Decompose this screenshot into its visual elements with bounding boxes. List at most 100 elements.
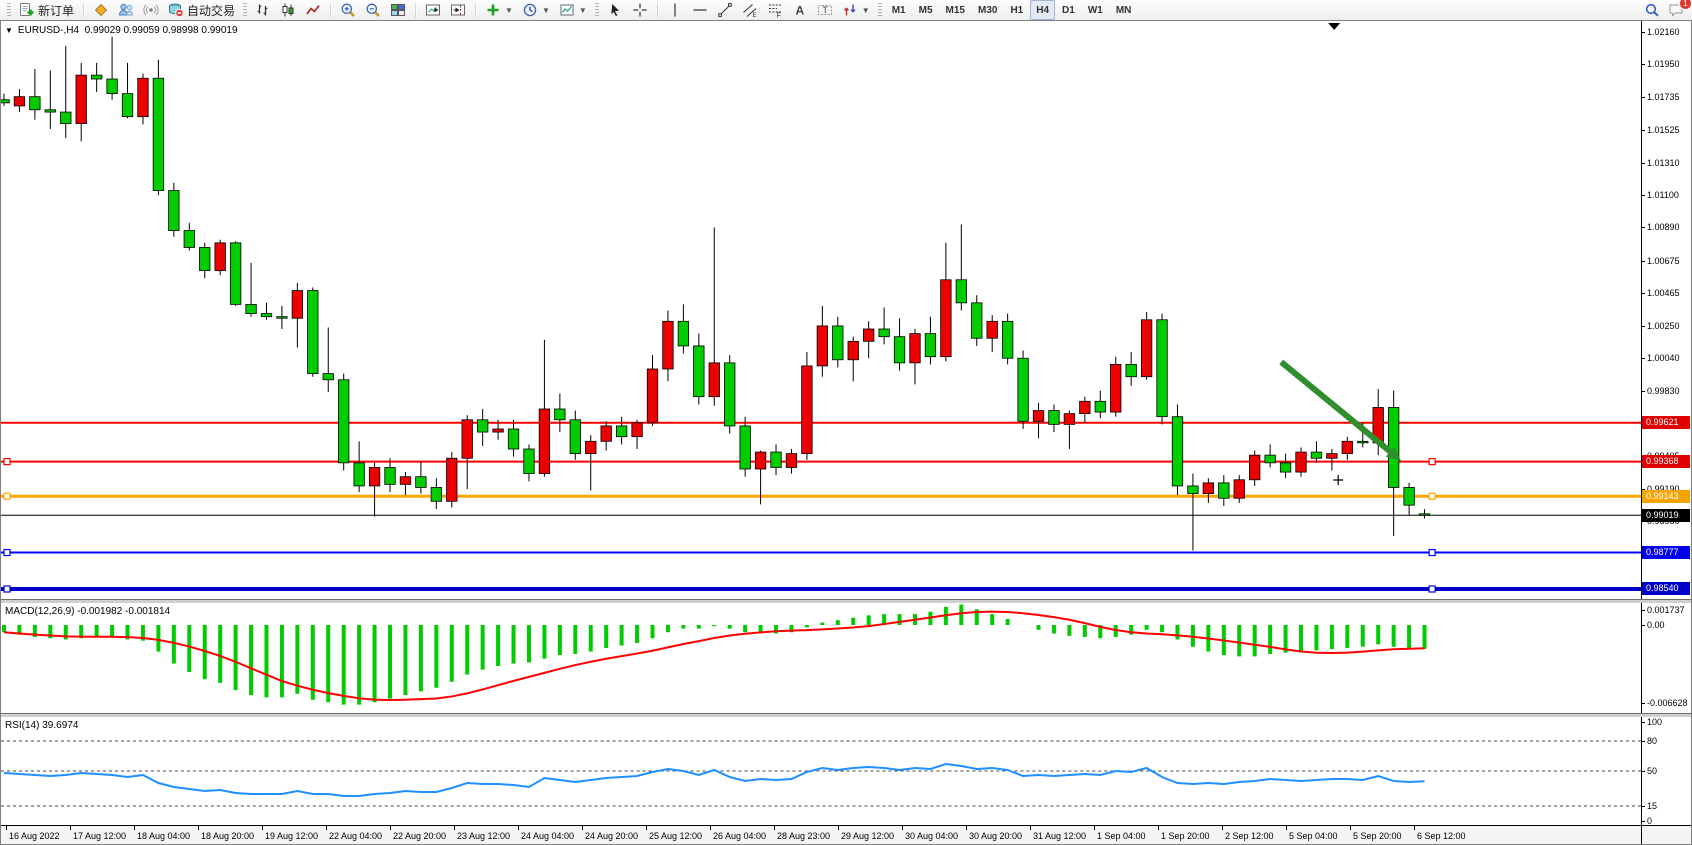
macd-canvas[interactable]: MACD(12,26,9) -0.001982 -0.001814 — [1, 603, 1641, 713]
trendline-button[interactable] — [713, 0, 737, 20]
shapes-icon — [842, 2, 858, 18]
timeframe-h4-button[interactable]: H4 — [1030, 0, 1056, 20]
line-handle[interactable] — [1428, 458, 1436, 466]
hline-icon — [692, 2, 708, 18]
toolbar-drag-handle[interactable] — [243, 3, 248, 17]
price-line-chip: 0.98777 — [1642, 546, 1690, 559]
time-tick — [1030, 826, 1031, 830]
profiles-icon — [118, 2, 134, 18]
candle-chart-button[interactable] — [276, 0, 300, 20]
broadcast-icon — [143, 2, 159, 18]
autotrade-button[interactable]: 自动交易 — [164, 0, 239, 20]
text-button[interactable] — [788, 0, 812, 20]
pane-splitter[interactable] — [1, 599, 1691, 603]
timeframe-m15-button[interactable]: M15 — [940, 0, 971, 20]
candle-body — [615, 425, 628, 438]
button-label: H1 — [1010, 4, 1024, 16]
chevron-down-icon[interactable]: ▼ — [541, 5, 550, 15]
vline-button[interactable] — [663, 0, 687, 20]
candle-body — [121, 93, 134, 118]
time-tick — [646, 826, 647, 830]
macd-tick-label: -0.006628 — [1642, 698, 1688, 709]
rsi-tick-label: 0 — [1642, 816, 1652, 827]
crosshair-button[interactable] — [628, 0, 652, 20]
trend-arrow[interactable] — [1279, 359, 1396, 457]
time-tick-label: 22 Aug 20:00 — [393, 831, 447, 841]
line-handle[interactable] — [3, 492, 11, 500]
candle-body — [183, 230, 195, 248]
price-tick-label: 1.00250 — [1642, 321, 1680, 332]
rsi-canvas[interactable]: RSI(14) 39.6974 — [1, 717, 1641, 825]
line-handle[interactable] — [1428, 548, 1436, 557]
line-handle[interactable] — [1428, 492, 1436, 500]
shapes-button[interactable]: ▼ — [838, 0, 874, 20]
candle-body — [940, 279, 952, 358]
auto-scroll-button[interactable] — [421, 0, 445, 20]
line-handle[interactable] — [3, 585, 11, 593]
label-button[interactable] — [813, 0, 837, 20]
timeframe-m30-button[interactable]: M30 — [972, 0, 1003, 20]
candle-body — [863, 328, 875, 342]
time-tick-label: 5 Sep 20:00 — [1353, 831, 1402, 841]
candle-body — [1357, 440, 1369, 444]
tile-windows-button[interactable] — [386, 0, 410, 20]
new-order-button[interactable]: 新订单 — [15, 0, 78, 20]
profiles-button[interactable] — [114, 0, 138, 20]
timeframe-mn-button[interactable]: MN — [1110, 0, 1138, 20]
cursor-button[interactable] — [603, 0, 627, 20]
bar-chart-button[interactable] — [251, 0, 275, 20]
time-tick-label: 1 Sep 20:00 — [1161, 831, 1210, 841]
fibonacci-button[interactable] — [763, 0, 787, 20]
chevron-down-icon[interactable]: ▼ — [861, 5, 870, 15]
timeframe-m1-button[interactable]: M1 — [886, 0, 912, 20]
button-label: M30 — [977, 4, 998, 16]
candle-body — [569, 419, 581, 455]
history-cube-button[interactable] — [89, 0, 113, 20]
periods-button[interactable]: ▼ — [518, 0, 554, 20]
chart-shift-marker[interactable] — [1328, 23, 1341, 30]
candle-body — [1048, 410, 1060, 425]
timeframe-w1-button[interactable]: W1 — [1082, 0, 1109, 20]
toolbar-drag-handle[interactable] — [7, 3, 11, 17]
line-handle[interactable] — [3, 548, 11, 557]
broadcast-button[interactable] — [139, 0, 163, 20]
time-tick — [326, 826, 327, 830]
macd-label: MACD(12,26,9) -0.001982 -0.001814 — [5, 606, 171, 617]
candle-body — [168, 190, 180, 231]
search-icon — [1644, 2, 1660, 18]
zoom-out-button[interactable] — [361, 0, 385, 20]
channel-button[interactable] — [738, 0, 762, 20]
candle-body — [785, 453, 798, 468]
candle-body — [677, 320, 690, 347]
toolbar-drag-handle[interactable] — [877, 3, 882, 17]
timeframe-m5-button[interactable]: M5 — [913, 0, 939, 20]
candle-body — [322, 373, 334, 381]
candle-body — [724, 362, 736, 427]
templates-button[interactable]: ▼ — [555, 0, 591, 20]
periods-icon — [522, 2, 538, 18]
chevron-down-icon[interactable]: ▼ — [505, 5, 513, 15]
candle-body — [1310, 451, 1323, 459]
macd-axis: 0.001737 0.00 -0.006628 — [1641, 603, 1691, 713]
chevron-down-icon[interactable]: ▼ — [578, 5, 587, 15]
toolbar-drag-handle[interactable] — [594, 3, 599, 17]
line-handle[interactable] — [3, 458, 11, 466]
line-handle[interactable] — [1428, 585, 1436, 593]
chat-button[interactable]: 1 — [1664, 0, 1692, 20]
timeframe-h1-button[interactable]: H1 — [1004, 0, 1029, 20]
zoom-in-button[interactable] — [336, 0, 360, 20]
time-axis-labels[interactable]: 16 Aug 2022 17 Aug 12:00 18 Aug 04:00 18 Au… — [1, 826, 1641, 844]
price-tick-label: 1.00890 — [1642, 222, 1680, 233]
search-button[interactable] — [1640, 0, 1664, 20]
chart-shift-button[interactable] — [446, 0, 470, 20]
timeframe-d1-button[interactable]: D1 — [1056, 0, 1081, 20]
line-chart-button[interactable] — [301, 0, 325, 20]
candle-body — [1233, 479, 1245, 499]
hline-button[interactable] — [688, 0, 712, 20]
price-chart-canvas[interactable]: ▼ EURUSD-,H4 0.99029 0.99059 0.98998 0.99… — [1, 21, 1641, 599]
candle-chart-icon — [280, 2, 296, 18]
toolbar-separator — [656, 2, 658, 18]
pane-splitter[interactable] — [1, 713, 1691, 717]
chart-collapse-icon[interactable]: ▼ — [5, 26, 13, 35]
indicators-button[interactable]: ▼ — [481, 0, 517, 20]
